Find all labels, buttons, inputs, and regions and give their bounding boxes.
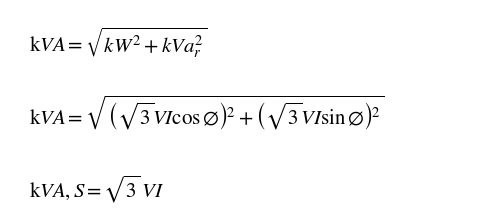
Text: $\mathrm{k}VA, S = \sqrt{3}\,VI$: $\mathrm{k}VA, S = \sqrt{3}\,VI$ [29, 174, 165, 205]
Text: $\mathrm{k}VA = \sqrt{\left(\sqrt{3}VI\cos\varnothing\right)^{\!2} + \left(\sqrt: $\mathrm{k}VA = \sqrt{\left(\sqrt{3}VI\c… [29, 94, 385, 133]
Text: $\mathrm{k}VA = \sqrt{kW^2 + kVa_{r}^{2}}$: $\mathrm{k}VA = \sqrt{kW^2 + kVa_{r}^{2}… [29, 26, 208, 61]
